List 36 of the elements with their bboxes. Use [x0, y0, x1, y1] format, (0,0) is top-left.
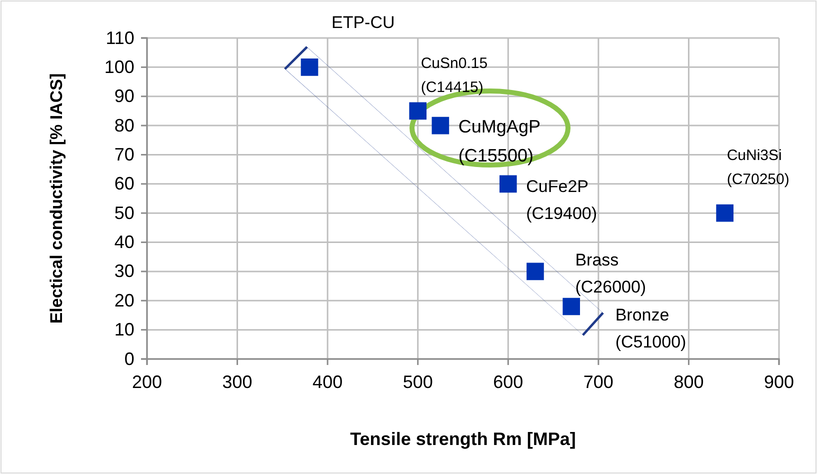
x-tick-label: 700: [583, 372, 614, 392]
point: [499, 175, 517, 193]
y-axis-title: Electical conductivity [% IACS]: [47, 73, 66, 324]
annotation: ETP-CU: [332, 13, 395, 32]
y-tick-label: 70: [114, 144, 134, 164]
y-tick-label: 20: [114, 290, 134, 310]
x-tick-label: 500: [402, 372, 433, 392]
point: [432, 116, 450, 134]
annotation: CuFe2P (C19400): [526, 176, 598, 224]
point: [300, 58, 318, 76]
annotation: Bronze (C51000): [615, 305, 686, 352]
y-tick-label: 30: [114, 261, 134, 282]
y-tick-label: 90: [114, 86, 134, 106]
point: [526, 262, 544, 280]
x-axis-title: Tensile strength Rm [MPa]: [350, 429, 576, 449]
annotation: CuNi3Si (C70250): [726, 147, 790, 188]
point: [562, 298, 580, 316]
y-tick-label: 40: [114, 232, 134, 252]
x-tick-label: 400: [312, 372, 343, 392]
y-tick-label: 110: [106, 28, 134, 48]
x-tick-label: 800: [674, 372, 704, 392]
y-tick-label: 50: [114, 202, 134, 223]
x-tick-label: 900: [764, 372, 794, 392]
x-tick-label: 300: [222, 372, 252, 392]
y-tick-label: 0: [124, 348, 134, 369]
y-tick-label: 60: [114, 174, 134, 194]
y-tick-label: 10: [114, 320, 134, 340]
y-tick-label: 80: [114, 115, 134, 136]
x-tick-label: 200: [132, 372, 162, 392]
y-tick-label: 100: [104, 56, 134, 77]
point: [409, 102, 427, 120]
annotation: CuSn0.15 (C14415): [420, 54, 488, 96]
point: [716, 204, 734, 222]
annotation: CuMgAgP (C15500): [458, 116, 540, 166]
x-tick-label: 600: [493, 372, 524, 392]
annotation: Brass (C26000): [575, 250, 646, 297]
